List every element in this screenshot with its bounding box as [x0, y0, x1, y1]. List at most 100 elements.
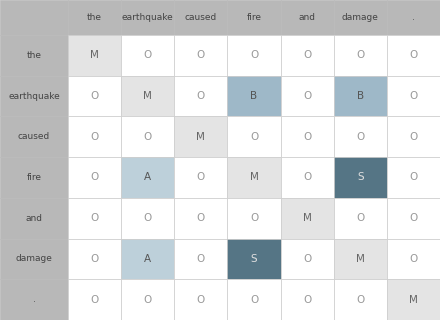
Text: O: O — [409, 254, 418, 264]
Bar — [281, 198, 334, 239]
Text: A: A — [144, 172, 151, 182]
Text: O: O — [197, 91, 205, 101]
Bar — [281, 0, 334, 35]
Text: earthquake: earthquake — [8, 92, 60, 100]
Text: O: O — [250, 295, 258, 305]
Text: the: the — [87, 13, 102, 22]
Bar — [387, 116, 440, 157]
Bar — [334, 0, 387, 35]
Bar — [0, 279, 68, 320]
Text: O: O — [409, 50, 418, 60]
Bar — [281, 239, 334, 279]
Bar — [227, 0, 281, 35]
Bar — [387, 76, 440, 116]
Text: .: . — [412, 13, 415, 22]
Bar — [121, 239, 174, 279]
Text: O: O — [409, 172, 418, 182]
Text: and: and — [26, 214, 43, 223]
Bar — [68, 198, 121, 239]
Text: O: O — [303, 254, 311, 264]
Bar — [0, 35, 68, 76]
Text: O: O — [250, 132, 258, 142]
Text: caused: caused — [18, 132, 50, 141]
Text: O: O — [250, 213, 258, 223]
Bar — [121, 116, 174, 157]
Bar — [387, 157, 440, 198]
Text: O: O — [356, 132, 364, 142]
Text: caused: caused — [185, 13, 217, 22]
Bar — [334, 239, 387, 279]
Text: O: O — [303, 132, 311, 142]
Bar — [121, 157, 174, 198]
Bar — [121, 76, 174, 116]
Bar — [174, 279, 227, 320]
Text: S: S — [251, 254, 257, 264]
Text: O: O — [91, 295, 99, 305]
Text: O: O — [143, 132, 152, 142]
Text: O: O — [91, 91, 99, 101]
Bar — [387, 35, 440, 76]
Text: earthquake: earthquake — [122, 13, 174, 22]
Text: the: the — [26, 51, 41, 60]
Bar — [387, 239, 440, 279]
Text: O: O — [303, 295, 311, 305]
Bar — [0, 76, 68, 116]
Bar — [0, 198, 68, 239]
Text: O: O — [197, 254, 205, 264]
Text: M: M — [90, 50, 99, 60]
Bar — [121, 35, 174, 76]
Text: O: O — [356, 50, 364, 60]
Bar — [68, 239, 121, 279]
Bar — [174, 116, 227, 157]
Text: .: . — [33, 295, 36, 304]
Bar — [174, 76, 227, 116]
Text: O: O — [143, 213, 152, 223]
Bar — [387, 279, 440, 320]
Text: O: O — [143, 50, 152, 60]
Bar — [121, 279, 174, 320]
Bar — [281, 35, 334, 76]
Bar — [227, 76, 281, 116]
Bar — [68, 116, 121, 157]
Text: M: M — [143, 91, 152, 101]
Bar — [68, 0, 121, 35]
Text: damage: damage — [342, 13, 379, 22]
Text: O: O — [303, 50, 311, 60]
Text: O: O — [356, 213, 364, 223]
Text: O: O — [303, 91, 311, 101]
Bar — [334, 35, 387, 76]
Bar — [227, 157, 281, 198]
Bar — [174, 35, 227, 76]
Bar — [68, 279, 121, 320]
Bar — [121, 198, 174, 239]
Text: O: O — [197, 50, 205, 60]
Bar — [334, 76, 387, 116]
Bar — [334, 157, 387, 198]
Text: O: O — [143, 295, 152, 305]
Text: O: O — [250, 50, 258, 60]
Bar — [68, 76, 121, 116]
Bar — [121, 0, 174, 35]
Bar — [227, 116, 281, 157]
Bar — [68, 35, 121, 76]
Text: O: O — [409, 132, 418, 142]
Text: and: and — [299, 13, 315, 22]
Bar — [334, 279, 387, 320]
Text: fire: fire — [26, 173, 41, 182]
Text: O: O — [91, 254, 99, 264]
Text: O: O — [409, 213, 418, 223]
Text: B: B — [357, 91, 364, 101]
Bar — [174, 0, 227, 35]
Text: O: O — [91, 172, 99, 182]
Bar — [281, 157, 334, 198]
Text: O: O — [197, 213, 205, 223]
Text: A: A — [144, 254, 151, 264]
Bar — [387, 198, 440, 239]
Text: O: O — [91, 132, 99, 142]
Text: O: O — [91, 213, 99, 223]
Bar — [174, 239, 227, 279]
Bar — [0, 116, 68, 157]
Bar — [334, 116, 387, 157]
Bar — [387, 0, 440, 35]
Text: O: O — [409, 91, 418, 101]
